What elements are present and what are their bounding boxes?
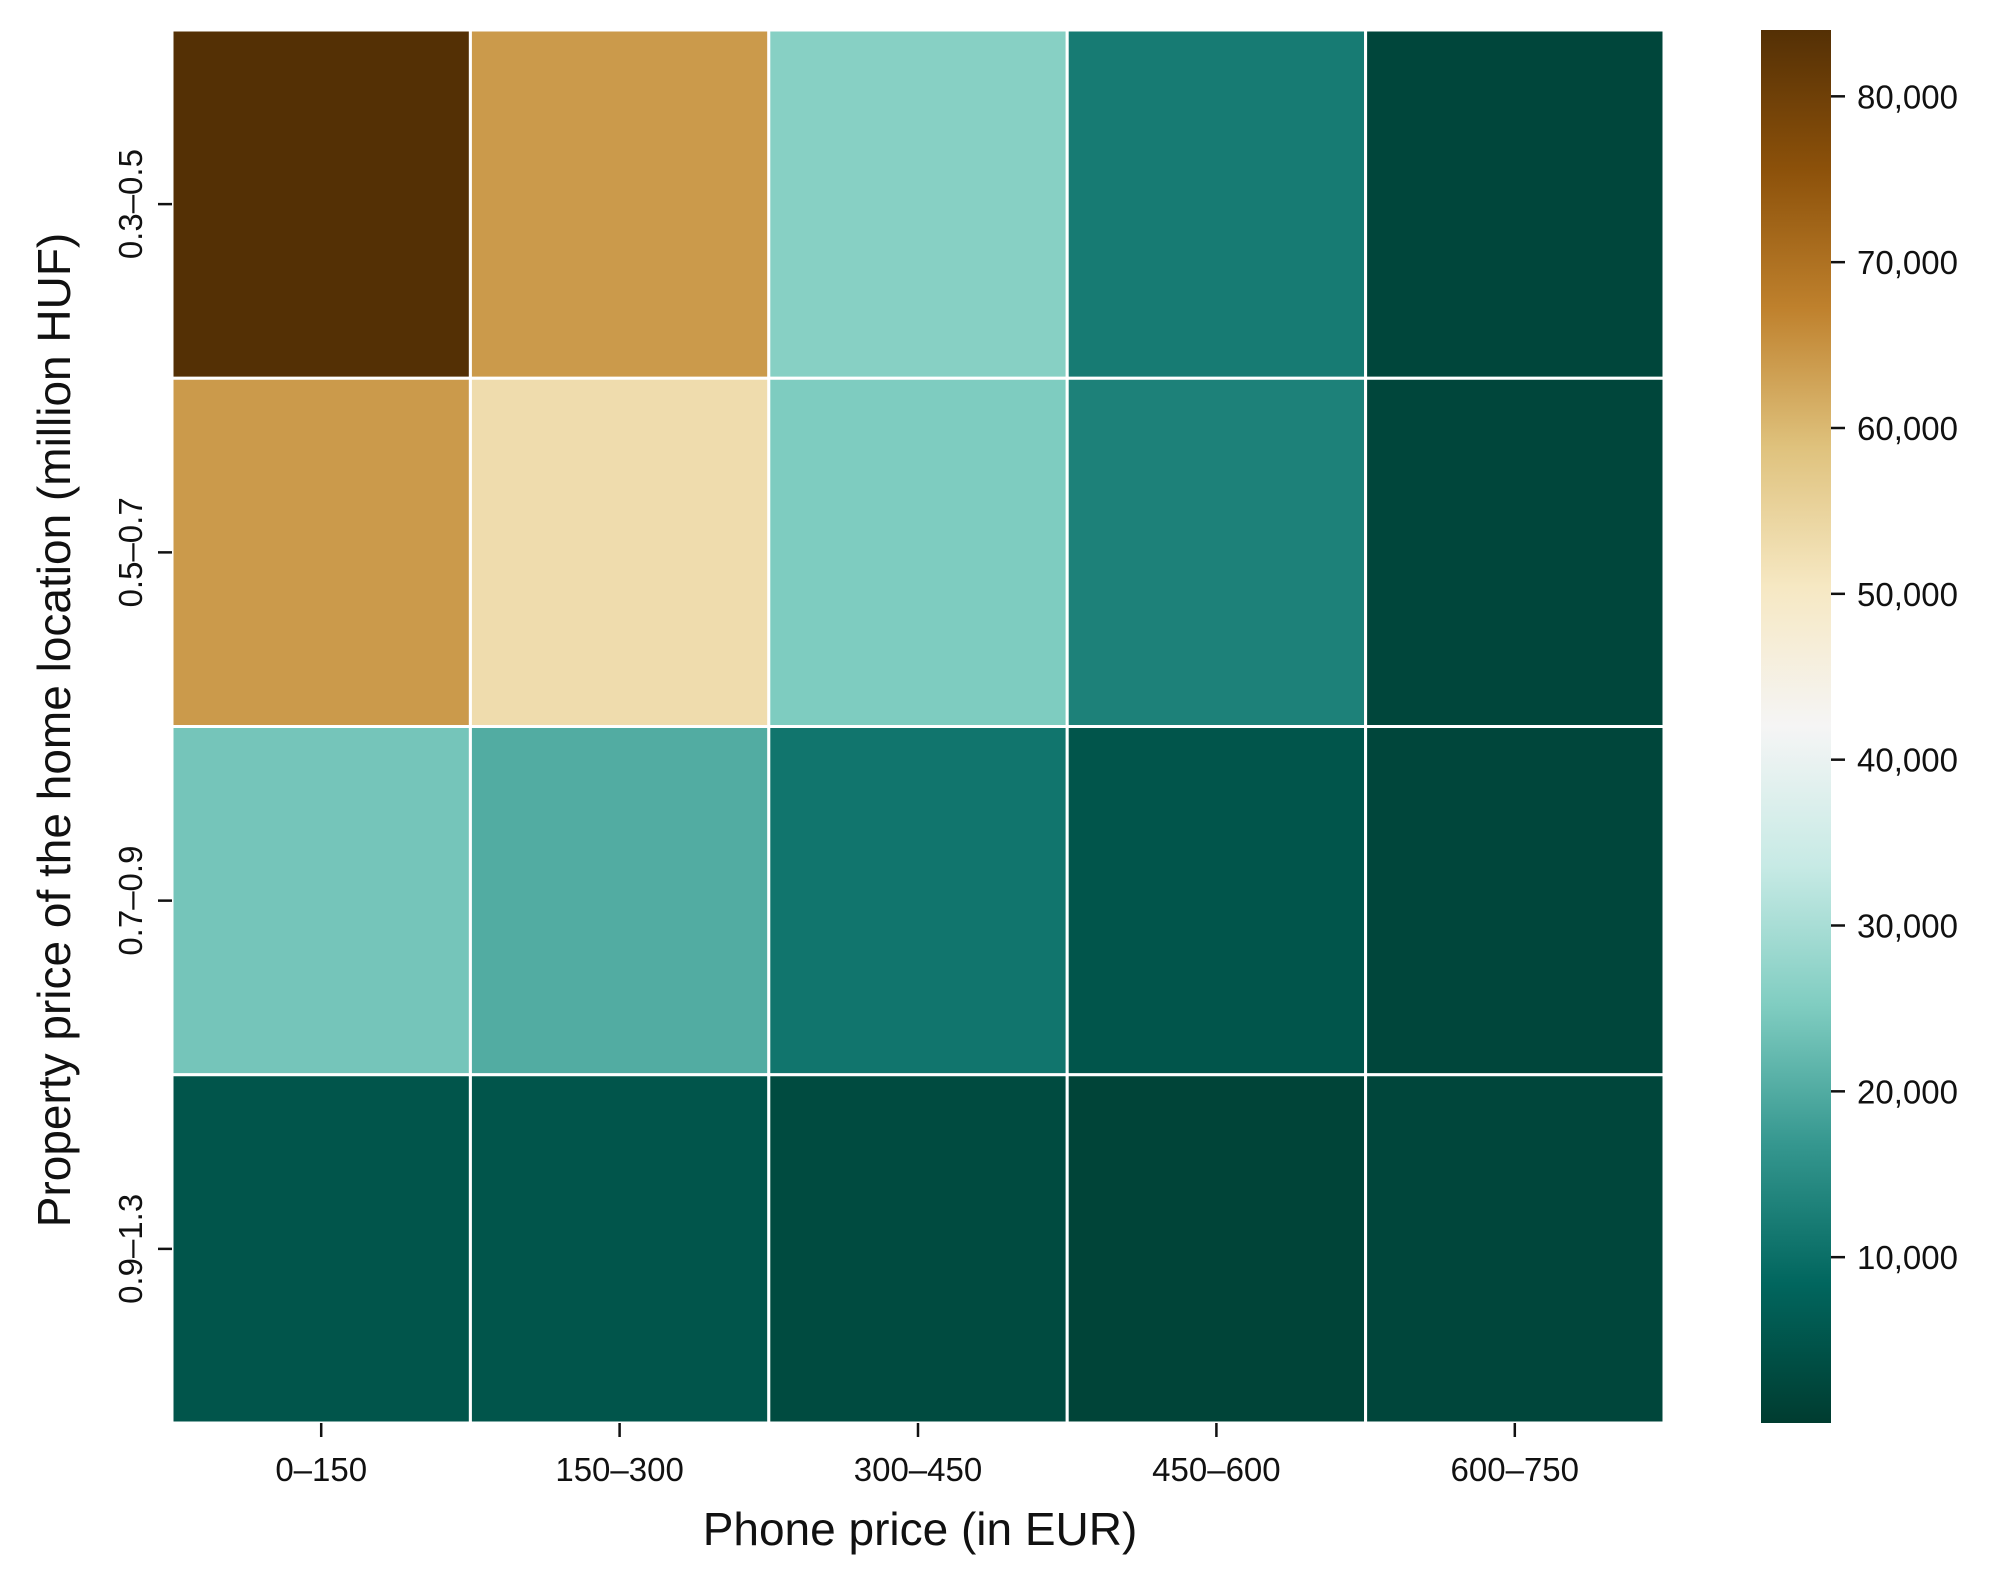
heatmap-cell	[767, 725, 1069, 1077]
heatmap-cell	[1364, 1073, 1666, 1425]
x-tick-label: 600–750	[1451, 1451, 1579, 1488]
x-axis: 0–150 150–300 300–450 450–600 600–750	[275, 1423, 1579, 1488]
colorbar-ticks: 10,000 20,000 30,000 40,000 50,000 60,000 70,0…	[1831, 78, 1958, 1276]
heatmap-cell	[170, 1073, 472, 1425]
y-axis: 0.3–0.5 0.5–0.7 0.7–0.9 0.9–1.3	[112, 149, 172, 1304]
y-tick-label: 0.3–0.5	[112, 149, 149, 259]
x-tick-label: 300–450	[854, 1451, 982, 1488]
y-tick-label: 0.5–0.7	[112, 497, 149, 607]
x-axis-label: Phone price (in EUR)	[703, 1503, 1138, 1555]
colorbar-tick-label: 50,000	[1857, 576, 1958, 613]
heatmap-cell	[767, 1073, 1069, 1425]
heatmap-cells	[170, 28, 1666, 1425]
x-tick-label: 150–300	[555, 1451, 683, 1488]
heatmap-cell	[767, 376, 1069, 728]
y-axis-label: Property price of the home location (mil…	[28, 233, 80, 1227]
heatmap-cell	[170, 376, 472, 728]
colorbar-tick-label: 40,000	[1857, 742, 1958, 779]
colorbar-tick-label: 10,000	[1857, 1239, 1958, 1276]
heatmap-cell	[170, 725, 472, 1077]
y-tick-label: 0.7–0.9	[112, 846, 149, 956]
heatmap-cell	[1364, 725, 1666, 1077]
x-tick-label: 450–600	[1152, 1451, 1280, 1488]
heatmap-cell	[1364, 376, 1666, 728]
colorbar-tick-label: 70,000	[1857, 244, 1958, 281]
heatmap-cell	[1364, 28, 1666, 380]
heatmap-cell	[468, 1073, 771, 1425]
colorbar-tick-label: 20,000	[1857, 1073, 1958, 1110]
heatmap-cell	[1065, 1073, 1368, 1425]
colorbar-tick-label: 30,000	[1857, 908, 1958, 945]
heatmap-cell	[170, 28, 472, 380]
colorbar-tick-label: 80,000	[1857, 78, 1958, 115]
colorbar	[1761, 30, 1831, 1423]
heatmap-cell	[468, 376, 771, 728]
heatmap-cell	[1065, 28, 1368, 380]
heatmap-cell	[1065, 376, 1368, 728]
heatmap-cell	[468, 725, 771, 1077]
heatmap-cell	[767, 28, 1069, 380]
heatmap-cell	[1065, 725, 1368, 1077]
y-tick-label: 0.9–1.3	[112, 1194, 149, 1304]
colorbar-tick-label: 60,000	[1857, 410, 1958, 447]
x-tick-label: 0–150	[275, 1451, 367, 1488]
heatmap-cell	[468, 28, 771, 380]
